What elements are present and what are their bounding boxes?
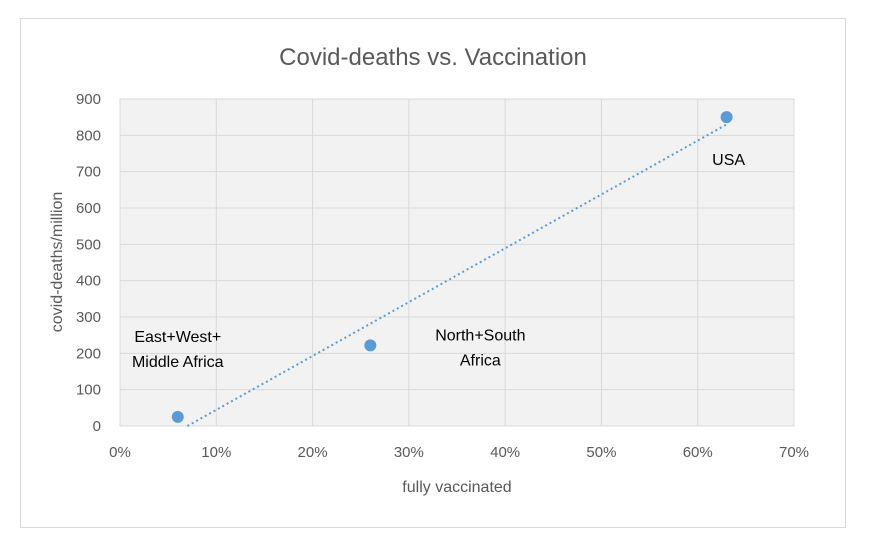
y-tick-label: 100 [76, 382, 101, 399]
data-point [364, 339, 377, 352]
data-label: North+South [435, 327, 525, 344]
plot-area [120, 99, 794, 426]
x-tick-label: 70% [779, 444, 809, 461]
x-tick-label: 40% [490, 444, 520, 461]
y-tick-label: 500 [76, 236, 101, 253]
data-label: Middle Africa [132, 354, 224, 371]
x-tick-label: 0% [109, 444, 131, 461]
x-tick-label: 20% [298, 444, 328, 461]
x-tick-label: 30% [394, 444, 424, 461]
chart-title: Covid-deaths vs. Vaccination [279, 44, 587, 71]
y-tick-label: 400 [76, 273, 101, 290]
data-label: USA [712, 152, 745, 169]
x-tick-label: 10% [201, 444, 231, 461]
x-tick-label: 60% [683, 444, 713, 461]
y-tick-label: 300 [76, 309, 101, 326]
data-label: East+West+ [134, 329, 221, 346]
y-axis-title: covid-deaths/million [49, 192, 66, 333]
x-tick-label: 50% [586, 444, 616, 461]
y-tick-label: 700 [76, 164, 101, 181]
data-point [720, 111, 733, 124]
data-label: Africa [460, 352, 501, 369]
y-tick-label: 800 [76, 127, 101, 144]
y-tick-label: 900 [76, 91, 101, 108]
y-tick-label: 600 [76, 200, 101, 217]
y-tick-label: 200 [76, 345, 101, 362]
x-axis-title: fully vaccinated [402, 479, 511, 496]
y-tick-label: 0 [93, 418, 101, 435]
data-point [171, 410, 184, 423]
